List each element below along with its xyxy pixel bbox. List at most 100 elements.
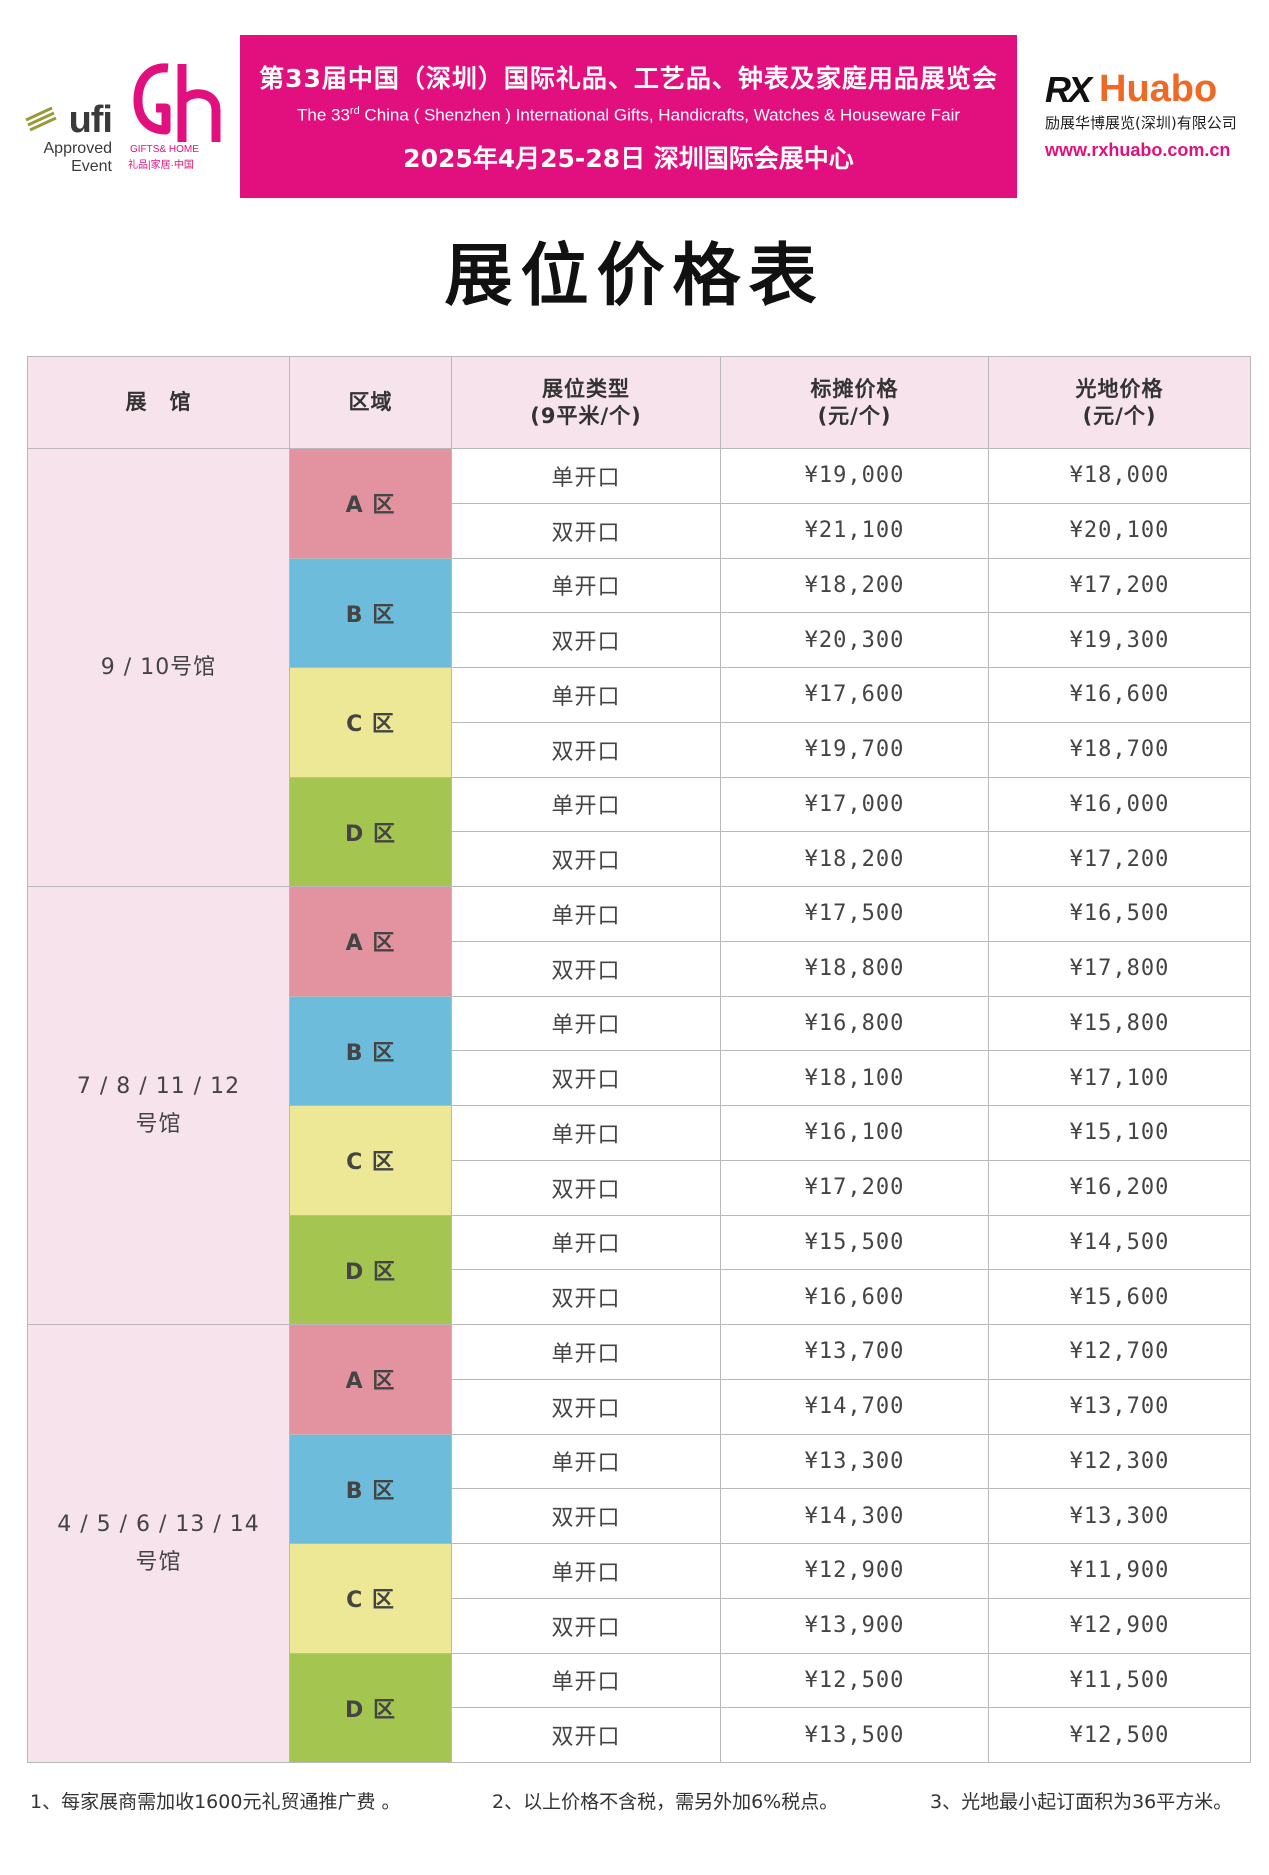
banner-en-pre: The 33 (296, 105, 350, 125)
table-row: 双开口 ¥14,300 ¥13,300 (28, 1488, 1251, 1544)
standard-price-cell: ¥12,900 (720, 1543, 989, 1599)
raw-space-price-cell: ¥17,200 (988, 557, 1251, 614)
header-booth-type: 展位类型 (9平米/个) (451, 356, 721, 449)
booth-type-cell: 单开口 (451, 1543, 721, 1599)
banner-date-venue: 2025年4月25-28日 深圳国际会展中心 (403, 144, 854, 173)
standard-price-cell: ¥12,500 (720, 1652, 989, 1709)
table-row: C 区单开口 ¥16,100 ¥15,100 (28, 1105, 1251, 1216)
fair-banner: 第33届中国（深圳）国际礼品、工艺品、钟表及家庭用品展览会 The 33rd C… (240, 35, 1017, 198)
booth-type-cell: 单开口 (451, 995, 721, 1052)
standard-price-cell: ¥14,700 (720, 1378, 989, 1435)
table-row: 双开口 ¥18,800 ¥17,800 (28, 940, 1251, 997)
zone-cell-d: D 区 (289, 1214, 452, 1325)
booth-type-cell: 双开口 (451, 1050, 721, 1106)
zone-cell-c: C 区 (289, 1105, 452, 1216)
raw-space-price-cell: ¥15,100 (988, 1105, 1251, 1161)
standard-price-cell: ¥18,800 (720, 940, 989, 997)
rx-huabo-logo: RX Huabo (1045, 68, 1218, 110)
booth-type-cell: 单开口 (451, 667, 721, 723)
organizer-company: 励展华博展览(深圳)有限公司 (1045, 114, 1237, 132)
table-row: 双开口 ¥14,700 ¥13,700 (28, 1378, 1251, 1435)
price-table: 展 馆 区域 展位类型 (9平米/个) 标摊价格 (元/个) 光地价格 (元/个) 9… (27, 356, 1251, 1763)
header-booth-type-line1: 展位类型 (542, 376, 630, 401)
table-row: D 区单开口 ¥15,500 ¥14,500 (28, 1214, 1251, 1325)
header-raw-space-price: 光地价格 (元/个) (988, 356, 1251, 449)
booth-type-cell: 单开口 (451, 557, 721, 614)
raw-space-price-cell: ¥16,600 (988, 667, 1251, 723)
standard-price-cell: ¥21,100 (720, 502, 989, 559)
header-raw-line2: (元/个) (1082, 403, 1157, 428)
raw-space-price-cell: ¥14,500 (988, 1214, 1251, 1271)
zone-cell-d: D 区 (289, 776, 452, 887)
banner-title-en: The 33rd China ( Shenzhen ) Internationa… (240, 105, 1017, 126)
booth-type-cell: 单开口 (451, 1324, 721, 1380)
ufi-wordmark: ufi (68, 99, 113, 141)
table-row: 双开口 ¥13,500 ¥12,500 (28, 1707, 1251, 1763)
raw-space-price-cell: ¥13,300 (988, 1488, 1251, 1544)
table-row: C 区单开口 ¥17,600 ¥16,600 (28, 667, 1251, 778)
raw-space-price-cell: ¥15,600 (988, 1269, 1251, 1325)
ufi-event-text: Event (71, 158, 112, 175)
table-row: 双开口 ¥17,200 ¥16,200 (28, 1159, 1251, 1216)
gifts-home-cn-text: 礼品|家居·中国 (128, 160, 194, 171)
zone-cell-b: B 区 (289, 557, 452, 668)
raw-space-price-cell: ¥11,900 (988, 1543, 1251, 1599)
header-raw-line1: 光地价格 (1075, 376, 1164, 401)
header-standard-line2: (元/个) (817, 403, 892, 428)
booth-type-cell: 单开口 (451, 1652, 721, 1709)
zone-cell-a: A 区 (289, 448, 452, 559)
table-row: 双开口 ¥18,100 ¥17,100 (28, 1050, 1251, 1106)
raw-space-price-cell: ¥18,700 (988, 721, 1251, 778)
table-row: 7 / 8 / 11 / 12 号馆 A 区单开口 ¥17,500 ¥16,500 (27, 886, 1251, 1325)
standard-price-cell: ¥13,700 (720, 1324, 989, 1380)
standard-price-cell: ¥17,000 (720, 776, 989, 833)
header-booth-type-line2: (9平米/个) (530, 403, 642, 428)
organizer-url[interactable]: www.rxhuabo.com.cn (1045, 140, 1231, 160)
header-standard-price: 标摊价格 (元/个) (720, 356, 989, 449)
raw-space-price-cell: ¥11,500 (988, 1652, 1251, 1709)
raw-space-price-cell: ¥16,200 (988, 1159, 1251, 1216)
raw-space-price-cell: ¥15,800 (988, 995, 1251, 1052)
raw-space-price-cell: ¥12,500 (988, 1707, 1251, 1763)
hall-cell: 9 / 10号馆 (27, 448, 290, 887)
hall-name-line1: 7 / 8 / 11 / 12 (76, 1073, 241, 1099)
standard-price-cell: ¥17,500 (720, 886, 989, 942)
table-row: C 区单开口 ¥12,900 ¥11,900 (28, 1543, 1251, 1654)
gifts-home-logo-icon: GIFTS& HOME (130, 63, 221, 155)
huabo-name: Huabo (1099, 68, 1218, 110)
header-standard-line1: 标摊价格 (810, 376, 899, 401)
standard-price-cell: ¥18,200 (720, 557, 989, 614)
booth-type-cell: 双开口 (451, 1707, 721, 1763)
ufi-approved-text: Approved (43, 140, 113, 157)
standard-price-cell: ¥16,600 (720, 1269, 989, 1325)
raw-space-price-cell: ¥13,700 (988, 1378, 1251, 1435)
raw-space-price-cell: ¥17,800 (988, 940, 1251, 997)
zone-cell-c: C 区 (289, 667, 452, 778)
booth-type-cell: 双开口 (451, 1488, 721, 1544)
standard-price-cell: ¥17,600 (720, 667, 989, 723)
standard-price-cell: ¥13,900 (720, 1597, 989, 1654)
footnote-2: 2、以上价格不含税，需另外加6%税点。 (492, 1791, 839, 1813)
booth-type-cell: 单开口 (451, 1214, 721, 1271)
hall-name-line1: 4 / 5 / 6 / 13 / 14 (57, 1511, 260, 1537)
raw-space-price-cell: ¥16,500 (988, 886, 1251, 942)
standard-price-cell: ¥19,700 (720, 721, 989, 778)
raw-space-price-cell: ¥12,300 (988, 1433, 1251, 1490)
table-row: B 区单开口 ¥16,800 ¥15,800 (28, 995, 1251, 1106)
zone-cell-a: A 区 (289, 1324, 452, 1435)
banner-en-sup: rd (349, 105, 360, 117)
header-zone: 区域 (289, 356, 452, 449)
table-row: 双开口 ¥16,600 ¥15,600 (28, 1269, 1251, 1325)
hall-name-line1: 9 / 10号馆 (100, 654, 217, 680)
hall-cell: 4 / 5 / 6 / 13 / 14 号馆 (27, 1324, 290, 1763)
table-row: 双开口 ¥20,300 ¥19,300 (28, 612, 1251, 668)
table-row: D 区单开口 ¥12,500 ¥11,500 (28, 1652, 1251, 1763)
standard-price-cell: ¥16,100 (720, 1105, 989, 1161)
table-row: 双开口 ¥21,100 ¥20,100 (28, 502, 1251, 559)
footnote-1: 1、每家展商需加收1600元礼贸通推广费 。 (30, 1791, 401, 1813)
ufi-swoosh-icon (25, 106, 57, 132)
gh-sub-text: GIFTS& HOME (130, 144, 199, 155)
booth-type-cell: 双开口 (451, 502, 721, 559)
raw-space-price-cell: ¥12,900 (988, 1597, 1251, 1654)
booth-type-cell: 单开口 (451, 1105, 721, 1161)
